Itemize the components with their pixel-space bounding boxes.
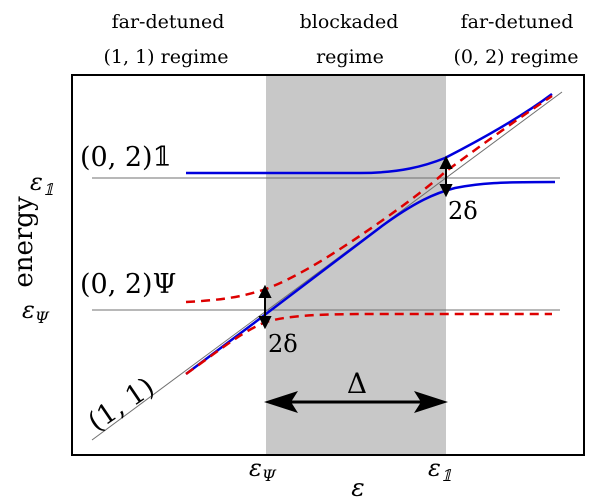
state-labels: (0, 2)𝟙 (0, 2)Ψ (1, 1) <box>80 142 176 438</box>
epsilon-psi-detuning-tick: εΨ <box>249 454 277 485</box>
regime-middle-line2: regime <box>316 46 384 68</box>
energy-tick-labels: ε𝟙 εΨ <box>22 168 54 327</box>
upper-gap-label: 2δ <box>448 197 478 225</box>
delta-width-arrow <box>264 391 448 413</box>
red-upper-branch-curve <box>185 94 553 304</box>
state-label-02-one: (0, 2)𝟙 <box>80 142 171 173</box>
delta-arrow-head-left <box>264 391 298 413</box>
uncoupled-11-line <box>91 91 563 441</box>
state-label-11: (1, 1) <box>83 372 161 438</box>
lower-gap-arrow-head-up <box>258 284 272 298</box>
lower-gap-arrow-head-down <box>258 316 272 330</box>
state-label-02-psi: (0, 2)Ψ <box>80 269 176 300</box>
blue-lower-branch-curve <box>185 180 556 375</box>
regime-left-line2: (1, 1) regime <box>104 46 229 68</box>
upper-gap-arrow-head-down <box>439 184 453 198</box>
plot-frame <box>71 74 585 456</box>
y-axis-label: energy <box>9 196 39 288</box>
gap-arrows <box>258 155 453 330</box>
epsilon-psi-energy-tick: εΨ <box>22 296 50 327</box>
width-label: Δ <box>347 367 367 400</box>
regime-left-line1: far-detuned <box>112 11 225 33</box>
regime-middle-line1: blockaded <box>300 11 399 33</box>
detuning-tick-labels: εΨ ε𝟙 <box>249 454 452 485</box>
epsilon-one-energy-tick: ε𝟙 <box>30 168 54 199</box>
gap-value-labels: 2δ 2δ <box>268 197 478 358</box>
regime-labels: far-detuned (1, 1) regime blockaded regi… <box>104 11 579 68</box>
regime-right-line2: (0, 2) regime <box>454 46 579 68</box>
x-axis-label: ε <box>351 473 364 498</box>
upper-gap-arrow-head-up <box>439 155 453 169</box>
epsilon-one-detuning-tick: ε𝟙 <box>428 454 452 485</box>
lower-gap-label: 2δ <box>268 330 298 358</box>
delta-arrow-head-right <box>414 391 448 413</box>
regime-right-line1: far-detuned <box>461 11 574 33</box>
